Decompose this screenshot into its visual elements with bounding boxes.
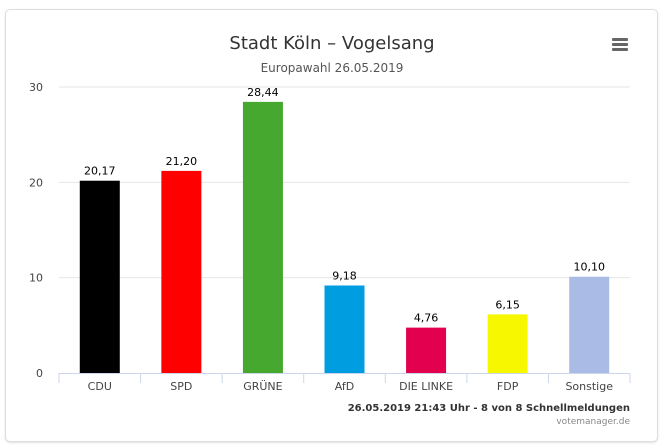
bar-afd[interactable] (324, 285, 365, 373)
data-label: 9,18 (332, 269, 357, 282)
y-tick-label: 10 (29, 272, 43, 285)
data-label: 28,44 (247, 86, 279, 99)
x-tick-label: FDP (497, 380, 519, 393)
x-tick-label: SPD (170, 380, 192, 393)
bar-die-linke[interactable] (406, 327, 447, 373)
bar-sonstige[interactable] (569, 276, 610, 373)
y-tick-label: 0 (36, 367, 43, 380)
data-label: 10,10 (573, 261, 605, 274)
x-tick-label: GRÜNE (243, 380, 282, 393)
credits-link[interactable]: votemanager.de (556, 417, 630, 427)
data-label: 4,76 (414, 312, 439, 325)
credits-timestamp: 26.05.2019 21:43 Uhr - 8 von 8 Schnellme… (348, 403, 630, 414)
chart-title: Stadt Köln – Vogelsang (229, 33, 434, 54)
x-tick-label: CDU (88, 380, 112, 393)
menu-button[interactable] (608, 32, 632, 52)
data-label: 21,20 (166, 155, 198, 168)
y-tick-label: 20 (29, 176, 43, 189)
y-tick-label: 30 (29, 81, 43, 94)
bar-cdu[interactable] (79, 180, 120, 373)
data-label: 6,15 (495, 298, 520, 311)
data-label: 20,17 (84, 165, 116, 178)
chart-subtitle: Europawahl 26.05.2019 (261, 61, 404, 75)
x-tick-label: AfD (335, 380, 354, 393)
bar-fdp[interactable] (487, 314, 528, 373)
bar-spd[interactable] (161, 170, 202, 373)
x-tick-label: DIE LINKE (399, 380, 453, 393)
x-tick-label: Sonstige (565, 380, 613, 393)
hamburger-menu-icon (612, 38, 628, 51)
bar-gr-ne[interactable] (242, 101, 283, 373)
